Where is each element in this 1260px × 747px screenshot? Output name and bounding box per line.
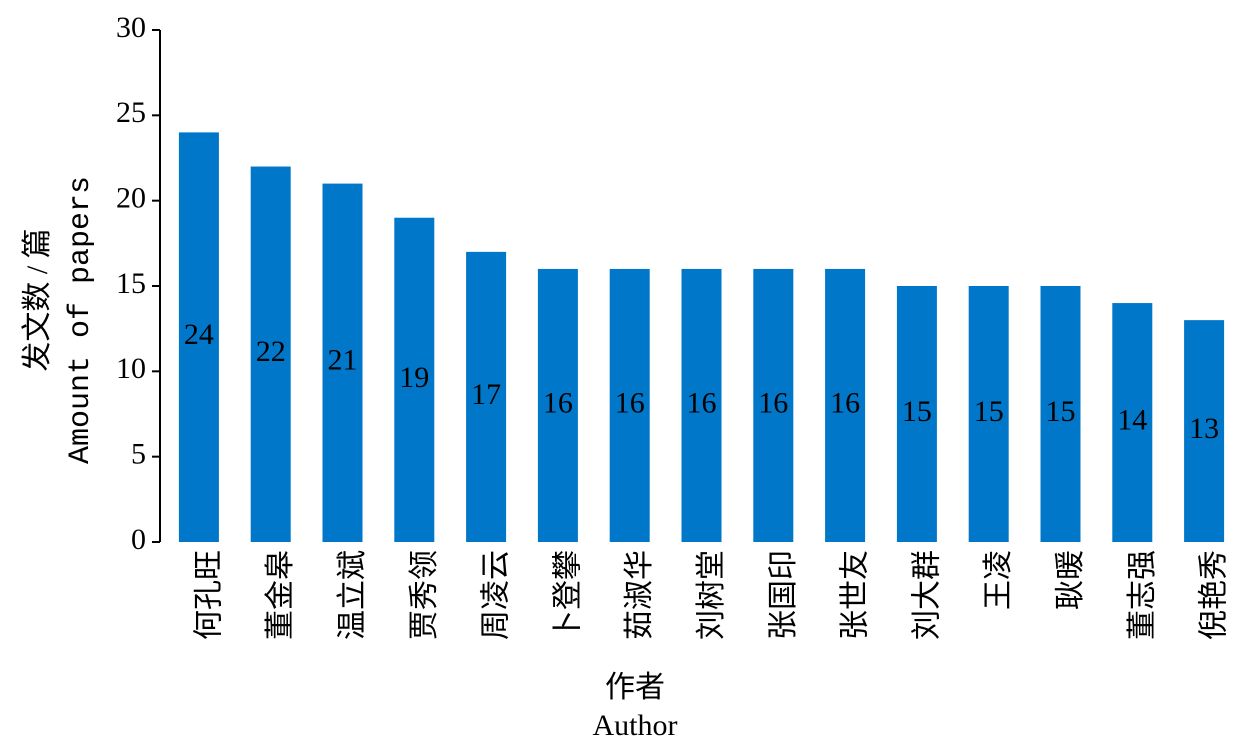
y-tick-label: 30 xyxy=(116,11,146,44)
y-tick-label: 20 xyxy=(116,182,146,215)
x-axis-label: 作者 xyxy=(605,671,665,704)
value-label: 22 xyxy=(256,335,286,368)
y-axis-label: 发文数 / 篇 xyxy=(21,228,54,371)
x-tick-label: 茹淑华 xyxy=(622,550,657,640)
x-axis-label: Author xyxy=(593,709,678,742)
bar xyxy=(250,166,291,543)
value-label: 17 xyxy=(471,378,501,411)
x-tick-label: 刘树堂 xyxy=(694,550,729,640)
bar xyxy=(322,183,363,542)
value-label: 16 xyxy=(830,386,860,419)
value-label: 19 xyxy=(399,361,429,394)
value-label: 15 xyxy=(1046,395,1076,428)
bar xyxy=(1112,303,1153,542)
x-tick-label: 王凌 xyxy=(981,550,1016,610)
value-label: 21 xyxy=(328,344,358,377)
x-tick-label: 周凌云 xyxy=(479,550,514,640)
bar xyxy=(609,268,650,542)
bar xyxy=(1184,320,1225,542)
x-tick-label: 贾秀领 xyxy=(407,550,442,640)
y-axis-label: Amount of papers xyxy=(64,176,98,464)
bar xyxy=(394,217,435,542)
x-tick-label: 耿暖 xyxy=(1053,550,1088,610)
y-tick-label: 0 xyxy=(131,523,146,556)
bar xyxy=(896,286,937,542)
x-tick-label: 张国印 xyxy=(766,550,801,640)
bar xyxy=(466,251,507,542)
value-label: 15 xyxy=(902,395,932,428)
x-tick-label: 张世友 xyxy=(838,550,873,640)
value-label: 14 xyxy=(1117,403,1147,436)
y-tick-label: 15 xyxy=(116,267,146,300)
y-tick-label: 5 xyxy=(131,438,146,471)
x-tick-label: 刘大群 xyxy=(909,550,944,640)
value-label: 16 xyxy=(543,386,573,419)
x-tick-label: 温立斌 xyxy=(335,550,370,640)
bar xyxy=(753,268,794,542)
bar xyxy=(968,286,1009,542)
x-tick-label: 倪艳秀 xyxy=(1197,550,1232,640)
bar xyxy=(681,268,722,542)
x-tick-label: 何孔旺 xyxy=(191,550,226,640)
x-tick-label: 董志强 xyxy=(1125,550,1160,640)
value-label: 13 xyxy=(1189,412,1219,445)
bar xyxy=(537,268,578,542)
y-tick-label: 25 xyxy=(116,96,146,129)
value-label: 16 xyxy=(687,386,717,419)
x-tick-label: 董金皋 xyxy=(263,550,298,640)
value-label: 16 xyxy=(615,386,645,419)
x-tick-label: 卜登攀 xyxy=(550,550,585,640)
bar xyxy=(1040,286,1081,542)
value-label: 16 xyxy=(758,386,788,419)
bar xyxy=(825,268,866,542)
value-label: 24 xyxy=(184,318,214,351)
bar xyxy=(178,132,219,542)
y-tick-label: 10 xyxy=(116,352,146,385)
value-label: 15 xyxy=(974,395,1004,428)
